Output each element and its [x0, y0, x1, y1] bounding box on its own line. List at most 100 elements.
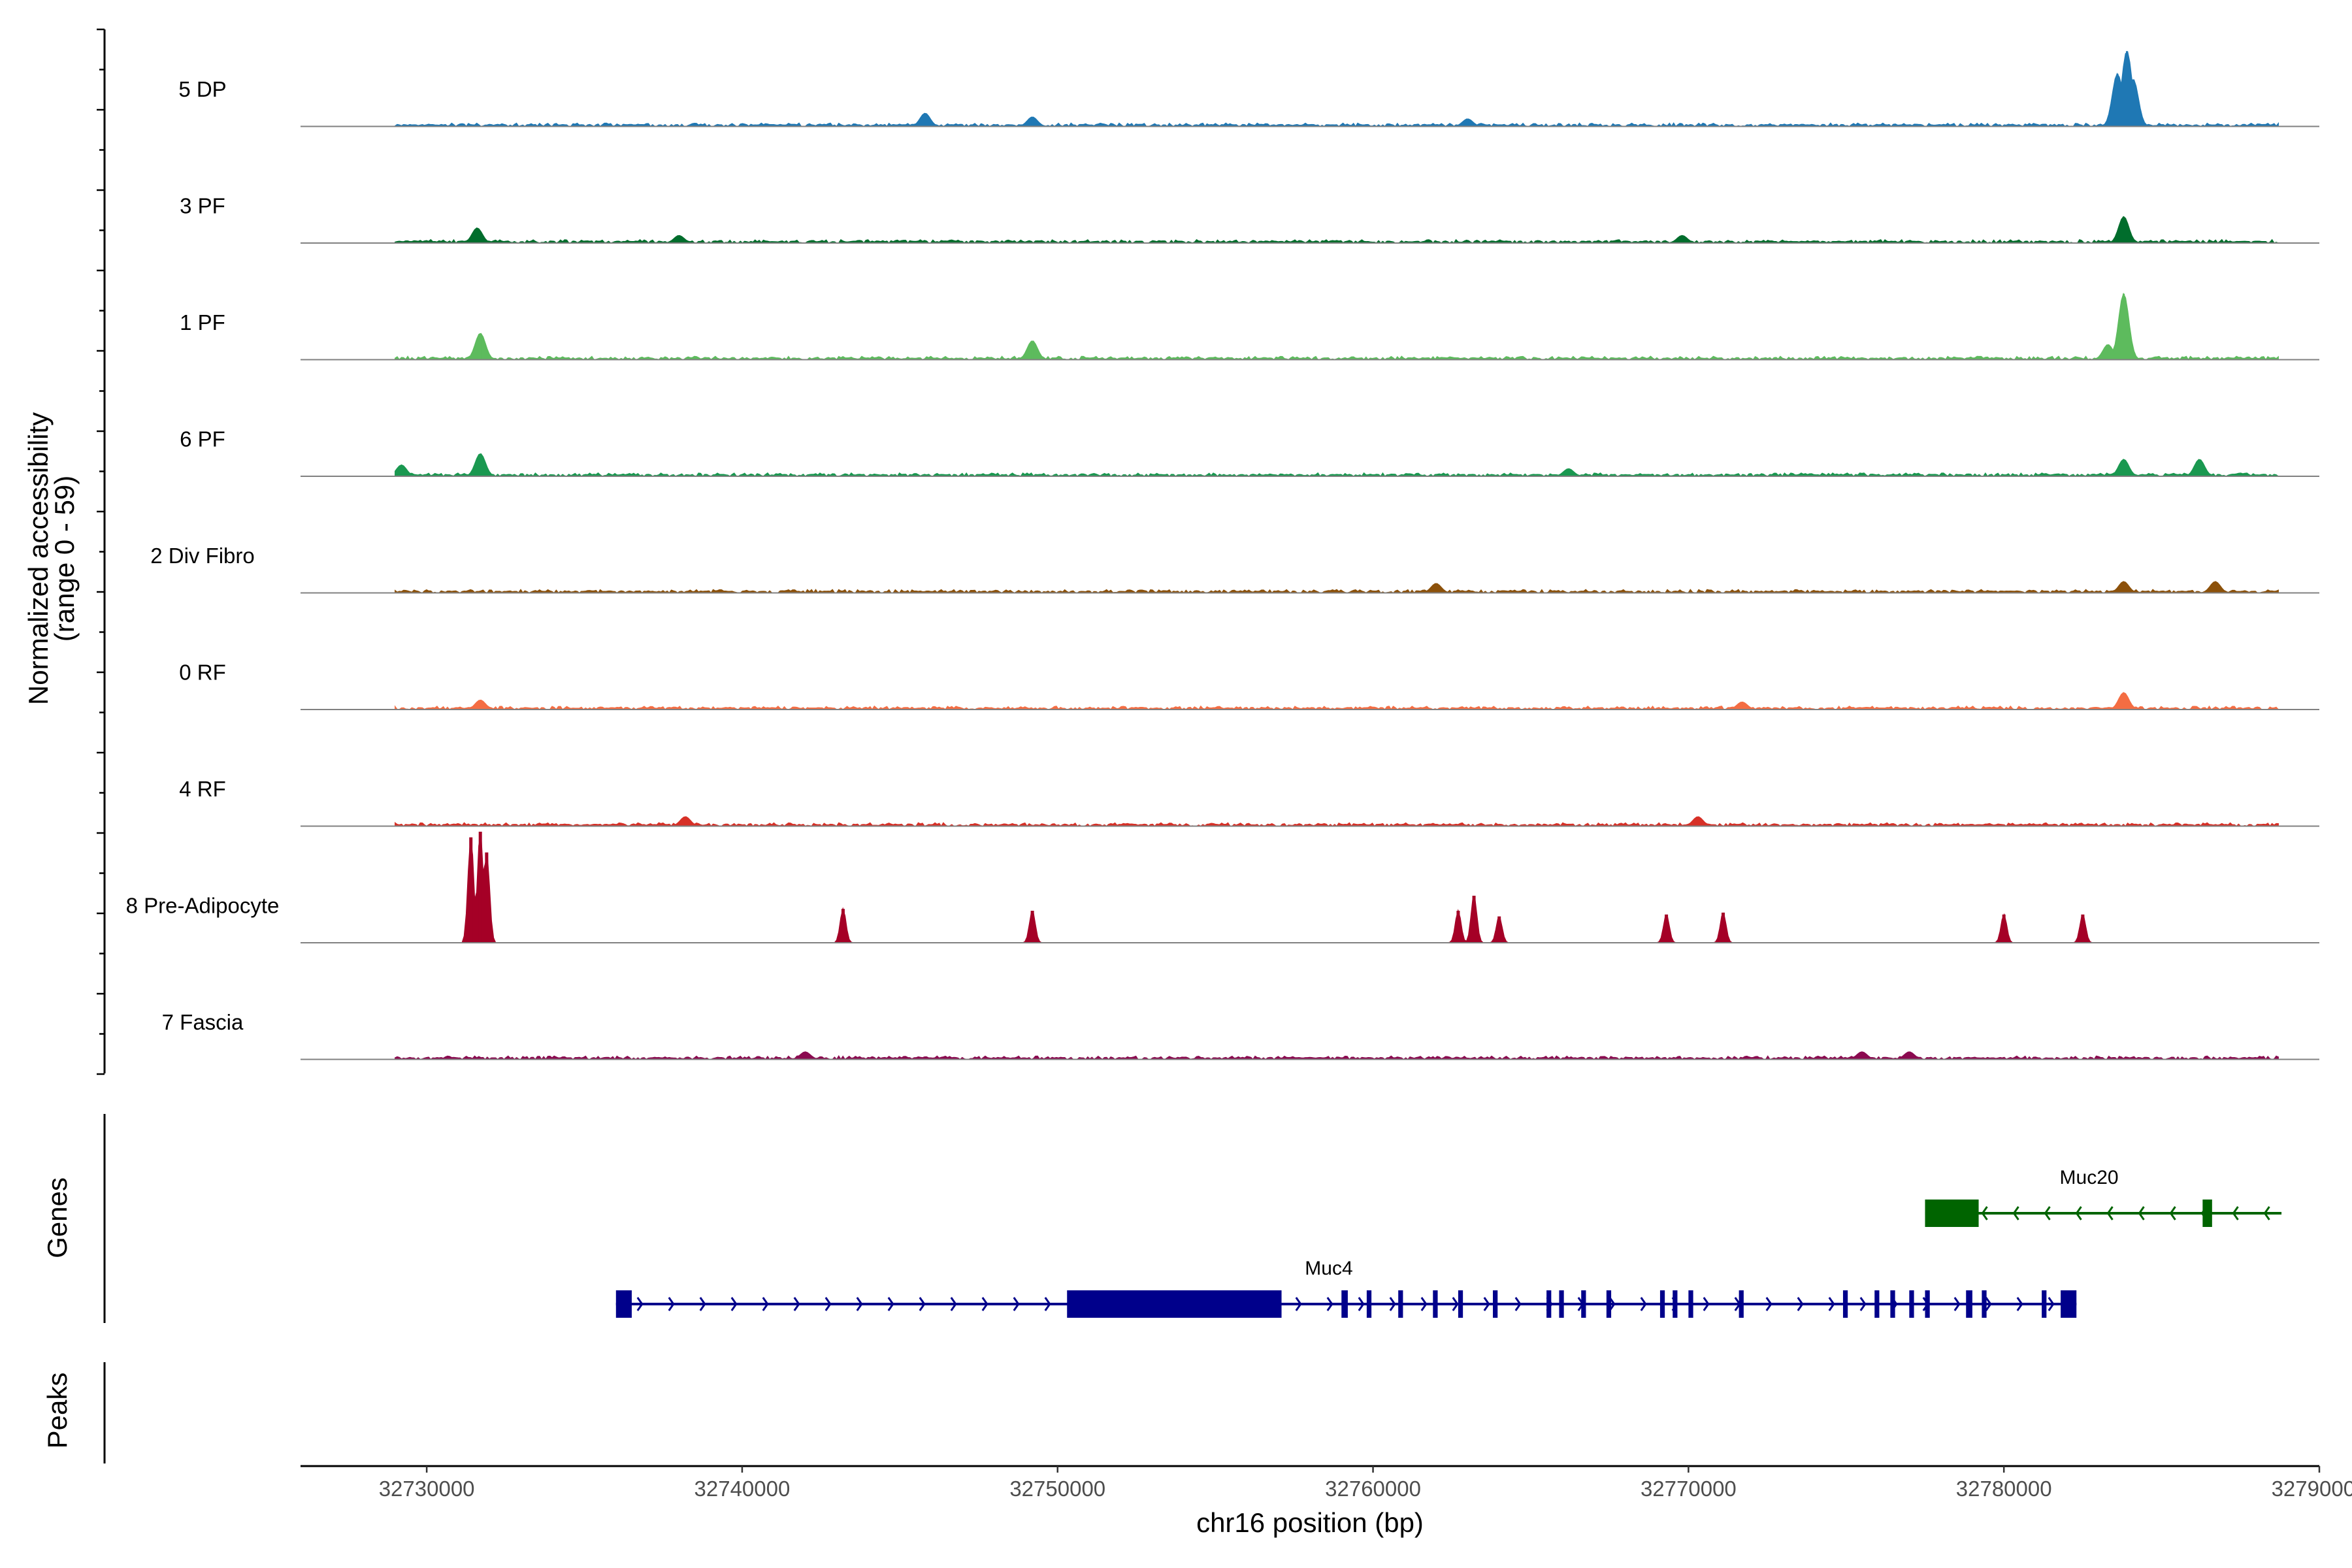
strand-arrow-icon: [2169, 1206, 2176, 1220]
exon-muc4-22: [1982, 1290, 1987, 1318]
strand-arrow-icon: [636, 1297, 644, 1311]
strand-arrow-icon: [730, 1297, 738, 1311]
y-axis-range: (range 0 - 59): [49, 476, 80, 642]
x-axis-title: chr16 position (bp): [1196, 1507, 1424, 1538]
strand-arrow-icon: [793, 1297, 800, 1311]
exon-muc4-2: [1341, 1290, 1348, 1318]
strand-arrow-icon: [668, 1297, 675, 1311]
track-label-7-fascia: 7 Fascia: [162, 1010, 244, 1034]
exon-muc4-23: [2042, 1290, 2047, 1318]
strand-arrow-icon: [762, 1297, 769, 1311]
coverage-area-6-pf: [395, 453, 2280, 478]
track-label-8-pre-adipocyte: 8 Pre-Adipocyte: [126, 894, 280, 918]
coverage-tracks: 5 DP 3 PF 1 PF 6 PF 2 Div Fibro 0 RF 4 RF 8 Pre…: [126, 51, 2319, 1060]
peaks-panel-label: Peaks: [42, 1373, 73, 1449]
coverage-area-7-fascia: [395, 1051, 2279, 1060]
strand-arrow-icon: [1483, 1297, 1490, 1311]
track-5-dp: 5 DP: [178, 51, 2319, 127]
exon-muc4-17: [1874, 1290, 1880, 1318]
strand-arrow-icon: [1358, 1297, 1365, 1311]
coverage-area-8-pre-adipocyte: [395, 834, 2279, 943]
track-6-pf: 6 PF: [180, 427, 2319, 478]
exon-muc4-1: [1067, 1290, 1282, 1318]
exon-muc4-16: [1842, 1290, 1848, 1318]
strand-arrow-icon: [887, 1297, 894, 1311]
strand-arrow-icon: [1703, 1297, 1710, 1311]
gene-annotation-panel: Muc20 Muc4: [615, 1167, 2282, 1318]
coverage-area-1-pf: [395, 292, 2279, 361]
strand-arrow-icon: [2106, 1206, 2114, 1220]
exon-muc4-4: [1398, 1290, 1403, 1318]
exon-muc4-15: [1739, 1290, 1744, 1318]
exon-muc4-10: [1581, 1290, 1586, 1318]
exon-muc4-18: [1890, 1290, 1895, 1318]
exon-muc4-6: [1458, 1290, 1463, 1318]
strand-arrow-icon: [2075, 1206, 2082, 1220]
exon-muc4-5: [1433, 1290, 1438, 1318]
strand-arrow-icon: [2044, 1206, 2051, 1220]
strand-arrow-icon: [1765, 1297, 1772, 1311]
exon-muc4-19: [1909, 1290, 1914, 1318]
exon-muc4-14: [1688, 1290, 1693, 1318]
gene-label-muc20: Muc20: [2060, 1167, 2119, 1188]
coverage-area-3-pf: [395, 216, 2279, 244]
strand-arrow-icon: [1452, 1297, 1459, 1311]
strand-arrow-icon: [1985, 1297, 1992, 1311]
track-label-6-pf: 6 PF: [180, 427, 225, 451]
strand-arrow-icon: [856, 1297, 863, 1311]
track-label-1-pf: 1 PF: [180, 310, 225, 335]
strand-arrow-icon: [2138, 1206, 2145, 1220]
strand-arrow-icon: [919, 1297, 926, 1311]
axes: 32730000 32740000 32750000 32760000 32770000…: [97, 28, 2352, 1501]
strand-arrow-icon: [2048, 1297, 2055, 1311]
track-0-rf: 0 RF: [179, 661, 2319, 711]
strand-arrow-icon: [1953, 1297, 1961, 1311]
exon-muc4-11: [1606, 1290, 1612, 1318]
exon-muc20-1: [2202, 1200, 2212, 1227]
x-tick-label: 32760000: [1325, 1477, 1421, 1501]
exon-muc20-0: [1925, 1200, 1979, 1227]
strand-arrow-icon: [699, 1297, 706, 1311]
strand-arrow-icon: [1420, 1297, 1428, 1311]
x-tick-label: 32740000: [694, 1477, 791, 1501]
strand-arrow-icon: [1828, 1297, 1835, 1311]
track-label-0-rf: 0 RF: [179, 661, 226, 685]
track-8-pre-adipocyte: 8 Pre-Adipocyte: [126, 832, 2319, 943]
exon-muc4-13: [1673, 1290, 1678, 1318]
exon-muc4-24: [2061, 1290, 2077, 1318]
track-4-rf: 4 RF: [179, 777, 2319, 827]
strand-arrow-icon: [2016, 1297, 2023, 1311]
strand-arrow-icon: [1044, 1297, 1051, 1311]
strand-arrow-icon: [1013, 1297, 1020, 1311]
strand-arrow-icon: [981, 1297, 988, 1311]
track-7-fascia: 7 Fascia: [162, 1010, 2319, 1060]
strand-arrow-icon: [1609, 1297, 1616, 1311]
genes-panel-label: Genes: [42, 1177, 73, 1258]
x-tick-label: 32770000: [1641, 1477, 1737, 1501]
gene-muc4: Muc4: [615, 1258, 2077, 1318]
strand-arrow-icon: [825, 1297, 832, 1311]
exon-muc4-7: [1493, 1290, 1498, 1318]
strand-arrow-icon: [2263, 1206, 2270, 1220]
track-2-div-fibro: 2 Div Fibro: [150, 544, 2319, 594]
exon-muc4-21: [1966, 1290, 1972, 1318]
coverage-area-2-div-fibro: [395, 581, 2279, 594]
y-axis-title: Normalized accessibility: [23, 412, 54, 705]
strand-arrow-icon: [1859, 1297, 1867, 1311]
strand-arrow-icon: [1797, 1297, 1804, 1311]
coverage-area-5-dp: [395, 51, 2279, 127]
track-label-2-div-fibro: 2 Div Fibro: [150, 544, 255, 568]
strand-arrow-icon: [1981, 1206, 1988, 1220]
strand-arrow-icon: [1640, 1297, 1647, 1311]
gene-label-muc4: Muc4: [1305, 1258, 1352, 1279]
coverage-area-4-rf: [395, 816, 2279, 827]
exon-muc4-3: [1366, 1290, 1372, 1318]
x-tick-label: 32750000: [1009, 1477, 1105, 1501]
x-tick-label: 32780000: [1956, 1477, 2052, 1501]
strand-arrow-icon: [950, 1297, 957, 1311]
strand-arrow-icon: [1514, 1297, 1522, 1311]
x-tick-label: 32730000: [379, 1477, 475, 1501]
track-label-3-pf: 3 PF: [180, 194, 225, 218]
strand-arrow-icon: [1295, 1297, 1302, 1311]
